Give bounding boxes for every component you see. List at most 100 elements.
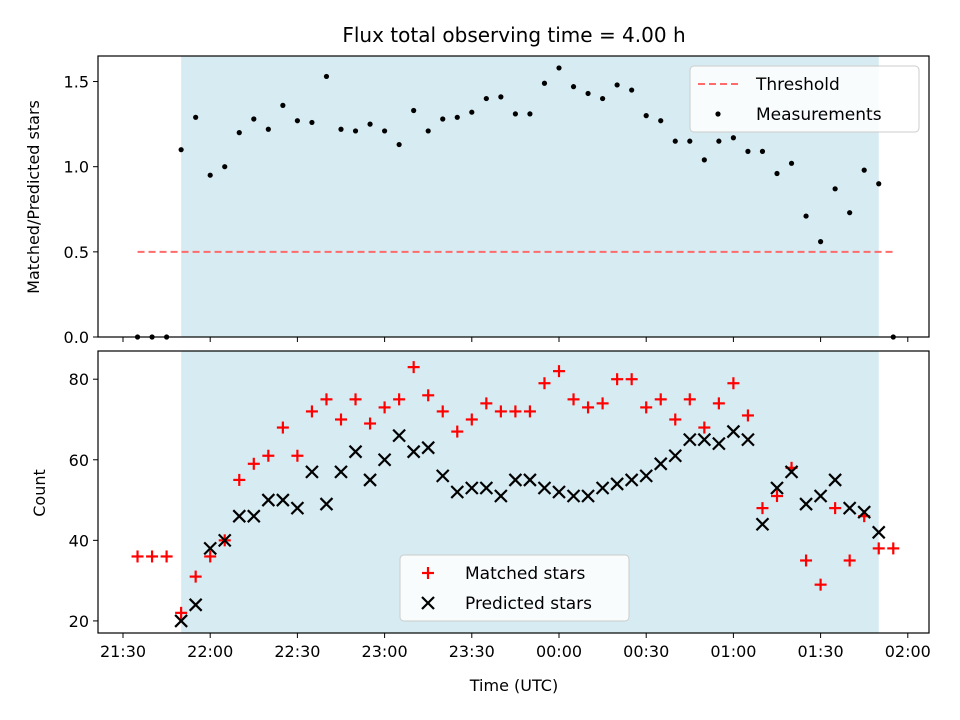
predicted-star-point	[813, 489, 828, 503]
x-tick-label: 22:30	[274, 642, 320, 661]
predicted-star-stroke	[653, 457, 668, 471]
x-tick-label: 02:00	[885, 642, 931, 661]
matched-star-point	[872, 542, 885, 555]
measurement-point	[527, 111, 533, 117]
predicted-star-stroke	[842, 501, 857, 515]
predicted-star-point	[523, 473, 537, 487]
matched-star-point	[771, 490, 783, 503]
predicted-star-point	[450, 485, 465, 499]
predicted-star-stroke	[377, 452, 392, 467]
predicted-star-point	[334, 465, 348, 479]
predicted-star-point	[595, 481, 610, 495]
matched-star-point	[276, 421, 289, 434]
matched-star-point	[829, 502, 842, 515]
measurement-point	[570, 84, 577, 90]
matched-star-point	[393, 393, 406, 406]
predicted-star-stroke	[406, 444, 421, 459]
predicted-star-point	[712, 436, 726, 451]
measurement-point	[745, 148, 751, 154]
predicted-star-point	[508, 473, 523, 487]
predicted-star-point	[828, 473, 842, 487]
matched-star-point	[305, 405, 318, 418]
legend-measurements-label: Measurements	[756, 105, 882, 125]
legend-predicted-label: Predicted stars	[465, 594, 592, 614]
matched-star-point	[523, 405, 536, 418]
x-tick-label: 23:30	[449, 642, 495, 661]
predicted-star-point	[668, 448, 683, 463]
predicted-star-stroke	[595, 481, 610, 495]
predicted-star-point	[537, 481, 552, 495]
predicted-star-stroke	[435, 469, 450, 483]
matched-star-point	[451, 425, 464, 438]
predicted-star-point	[653, 457, 668, 471]
measurement-point	[469, 109, 475, 115]
measurement-point	[454, 114, 460, 120]
measurement-point	[585, 90, 591, 97]
matched-star-point	[160, 550, 173, 563]
measurement-point	[323, 73, 330, 80]
predicted-star-point	[610, 477, 624, 491]
measurement-point	[265, 126, 271, 132]
predicted-star-point	[697, 432, 712, 447]
legend-predicted-swatch	[421, 596, 435, 610]
bottom-legend-frame	[399, 554, 630, 622]
predicted-star-stroke	[683, 432, 697, 447]
predicted-star-point	[435, 469, 450, 483]
measurement-point	[498, 94, 504, 100]
predicted-star-stroke	[639, 469, 653, 483]
predicted-star-stroke	[784, 465, 799, 479]
matched-star-point	[233, 473, 246, 486]
matched-star-point	[683, 393, 696, 406]
predicted-star-point	[871, 525, 886, 540]
predicted-star-point	[247, 509, 261, 523]
matched-star-point	[800, 554, 813, 567]
predicted-star-stroke	[770, 481, 784, 495]
predicted-star-stroke	[334, 465, 348, 479]
predicted-star-stroke	[813, 489, 828, 503]
matched-star-point	[538, 377, 551, 390]
measurement-point	[861, 167, 867, 173]
predicted-star-stroke	[247, 509, 261, 523]
measurement-point	[396, 141, 402, 148]
predicted-star-point	[624, 473, 639, 487]
predicted-star-stroke	[668, 448, 683, 463]
predicted-star-point	[726, 424, 741, 439]
measurement-point	[788, 160, 795, 166]
matched-star-point	[204, 550, 217, 563]
predicted-star-stroke	[392, 428, 406, 443]
predicted-star-stroke	[712, 436, 726, 451]
top-legend-frame	[689, 65, 920, 133]
measurement-point	[483, 95, 489, 102]
predicted-star-stroke	[203, 541, 217, 556]
matched-star-point	[712, 397, 725, 410]
predicted-star-point	[348, 444, 363, 459]
matched-star-point	[669, 413, 682, 426]
measurement-point	[541, 80, 548, 86]
axes-frame	[97, 350, 930, 634]
measurement-point	[236, 130, 242, 136]
predicted-star-stroke	[261, 493, 276, 507]
predicted-star-stroke	[319, 497, 334, 511]
predicted-star-point	[770, 481, 784, 495]
predicted-star-point	[857, 505, 871, 519]
predicted-star-point	[479, 481, 494, 495]
predicted-star-stroke	[871, 525, 886, 540]
matched-star-point	[727, 377, 740, 390]
measurement-point	[178, 147, 184, 153]
predicted-star-point	[755, 517, 770, 532]
top-legend: Threshold Measurements	[689, 65, 920, 133]
matched-star-point	[741, 409, 754, 422]
matched-star-point	[567, 393, 580, 406]
predicted-star-stroke	[552, 485, 566, 499]
measurement-point	[876, 181, 882, 187]
measurement-point	[818, 239, 824, 245]
measurement-point	[629, 87, 635, 93]
matched-star-point	[291, 449, 304, 462]
predicted-star-stroke	[697, 432, 712, 447]
measurement-point	[658, 118, 664, 124]
predicted-star-point	[377, 452, 392, 467]
predicted-star-point	[683, 432, 697, 447]
top-y-axis-label: Matched/Predicted stars	[24, 100, 43, 294]
matched-star-point	[698, 421, 711, 434]
predicted-star-stroke	[726, 424, 741, 439]
